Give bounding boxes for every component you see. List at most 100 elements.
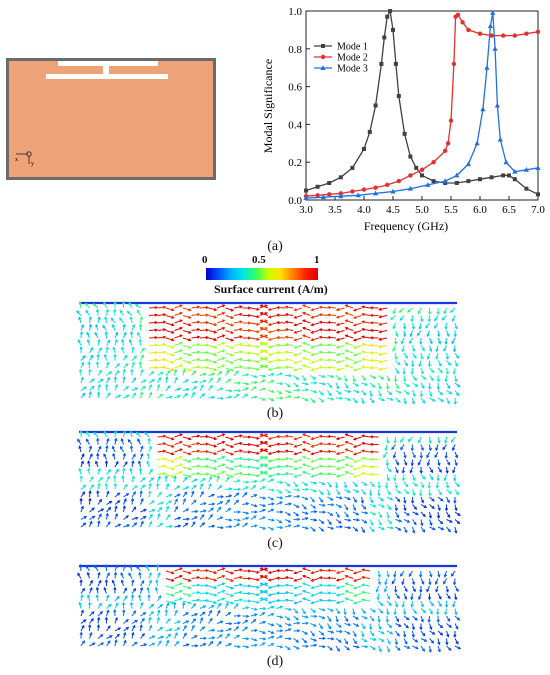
current-arrowhead <box>209 475 213 480</box>
current-arrowhead <box>171 444 175 448</box>
current-arrowhead <box>77 438 81 442</box>
current-arrowhead <box>302 448 306 452</box>
current-arrowhead <box>239 312 243 316</box>
current-arrow <box>362 321 371 324</box>
current-arrowhead <box>451 340 455 345</box>
current-arrow <box>165 322 174 326</box>
current-arrowhead <box>256 345 260 349</box>
current-arrowhead <box>355 616 359 620</box>
current-arrowhead <box>347 631 351 635</box>
current-arrowhead <box>264 433 269 437</box>
current-arrowhead <box>344 378 348 383</box>
current-arrowhead <box>129 444 134 449</box>
current-arrowhead <box>196 583 201 587</box>
current-arrowhead <box>293 323 297 327</box>
current-arrow <box>233 358 242 361</box>
current-arrow <box>260 448 269 453</box>
current-arrowhead <box>406 383 410 387</box>
current-arrow <box>345 349 354 354</box>
current-arrowhead <box>335 444 340 448</box>
current-arrowhead <box>330 497 334 501</box>
current-arrow <box>336 367 345 371</box>
current-arrowhead <box>388 391 393 396</box>
current-arrowhead <box>388 506 392 511</box>
current-arrow <box>260 312 269 316</box>
current-arrowhead <box>98 513 102 517</box>
current-arrowhead <box>146 460 150 464</box>
current-arrowhead <box>168 500 172 504</box>
current-arrowhead <box>288 637 293 641</box>
current-arrowhead <box>329 512 334 516</box>
current-arrowhead <box>171 315 175 319</box>
current-arrowhead <box>335 337 340 342</box>
current-arrowhead <box>245 645 250 649</box>
current-arrow <box>362 584 371 587</box>
current-arrow <box>379 345 388 348</box>
current-arrow <box>191 465 200 468</box>
current-arrow <box>362 450 371 453</box>
current-arrow <box>362 591 371 594</box>
current-arrowhead <box>230 452 235 456</box>
current-arrowhead <box>179 597 183 601</box>
current-arrowhead <box>344 440 348 445</box>
current-arrow <box>208 459 217 462</box>
current-arrowhead <box>134 619 138 623</box>
current-arrow <box>268 360 277 363</box>
current-arrowhead <box>166 639 170 644</box>
current-arrowhead <box>219 634 223 638</box>
current-arrowhead <box>196 343 201 347</box>
current-arrow <box>216 433 225 438</box>
current-arrowhead <box>372 384 376 388</box>
current-arrowhead <box>202 605 207 609</box>
current-arrowhead <box>377 485 381 489</box>
current-arrowhead <box>262 526 267 530</box>
current-arrowhead <box>354 483 358 488</box>
current-arrowhead <box>362 491 366 496</box>
current-arrowhead <box>429 340 433 345</box>
current-arrow <box>336 330 345 333</box>
current-arrow <box>362 366 371 369</box>
current-arrowhead <box>302 574 306 578</box>
current-arrowhead <box>369 393 373 398</box>
current-arrowhead <box>91 507 95 511</box>
current-arrow <box>353 600 362 604</box>
current-arrowhead <box>122 505 126 509</box>
current-arrowhead <box>262 486 266 490</box>
current-arrow <box>268 337 277 341</box>
current-arrowhead <box>420 619 424 623</box>
current-arrowhead <box>344 455 348 460</box>
current-arrowhead <box>165 376 169 380</box>
current-arrowhead <box>104 459 109 464</box>
current-arrowhead <box>192 521 196 525</box>
current-arrowhead <box>230 467 235 471</box>
current-arrow <box>319 329 328 331</box>
current-arrowhead <box>171 578 175 582</box>
current-arrowhead <box>103 586 107 591</box>
current-arrow <box>208 444 217 447</box>
current-arrowhead <box>88 445 93 449</box>
current-arrowhead <box>183 625 187 629</box>
current-arrowhead <box>398 527 402 531</box>
current-arrowhead <box>271 372 275 377</box>
current-arrow <box>225 322 234 326</box>
current-arrow <box>199 359 209 361</box>
current-arrowhead <box>288 628 292 632</box>
current-arrowhead <box>378 322 382 326</box>
current-arrow <box>191 576 200 579</box>
current-arrowhead <box>438 491 442 496</box>
current-arrowhead <box>259 311 263 316</box>
current-arrowhead <box>235 626 240 630</box>
current-arrow <box>157 458 166 460</box>
current-arrowhead <box>361 449 365 453</box>
current-arrow <box>345 357 354 361</box>
current-arrowhead <box>205 583 210 588</box>
current-arrowhead <box>120 346 125 350</box>
current-arrowhead <box>378 307 382 311</box>
current-arrowhead <box>230 308 235 312</box>
current-arrowhead <box>254 479 258 483</box>
current-arrow <box>319 359 328 361</box>
current-arrowhead <box>318 568 323 572</box>
current-arrowhead <box>222 356 226 361</box>
current-arrowhead <box>159 604 164 608</box>
current-arrowhead <box>427 597 432 601</box>
